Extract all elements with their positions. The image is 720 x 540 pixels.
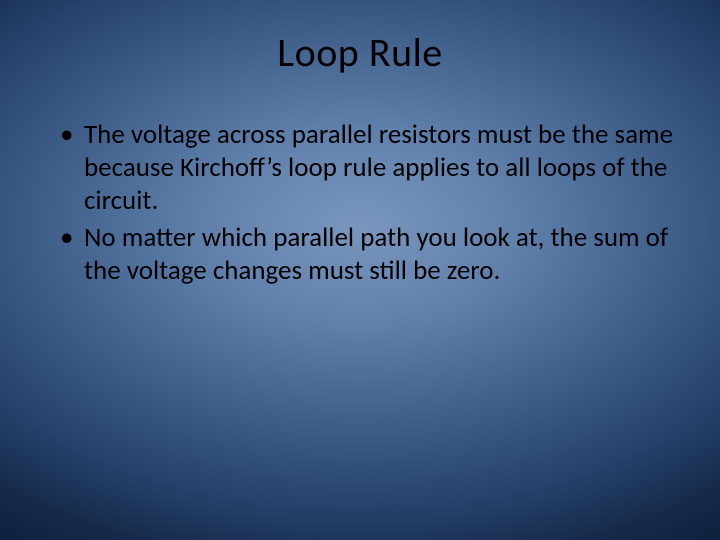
bullet-list: The voltage across parallel resistors mu… — [38, 119, 682, 288]
bullet-item: The voltage across parallel resistors mu… — [66, 119, 682, 218]
slide-title: Loop Rule — [38, 28, 682, 77]
bullet-item: No matter which parallel path you look a… — [66, 222, 682, 288]
slide: Loop Rule The voltage across parallel re… — [0, 0, 720, 540]
